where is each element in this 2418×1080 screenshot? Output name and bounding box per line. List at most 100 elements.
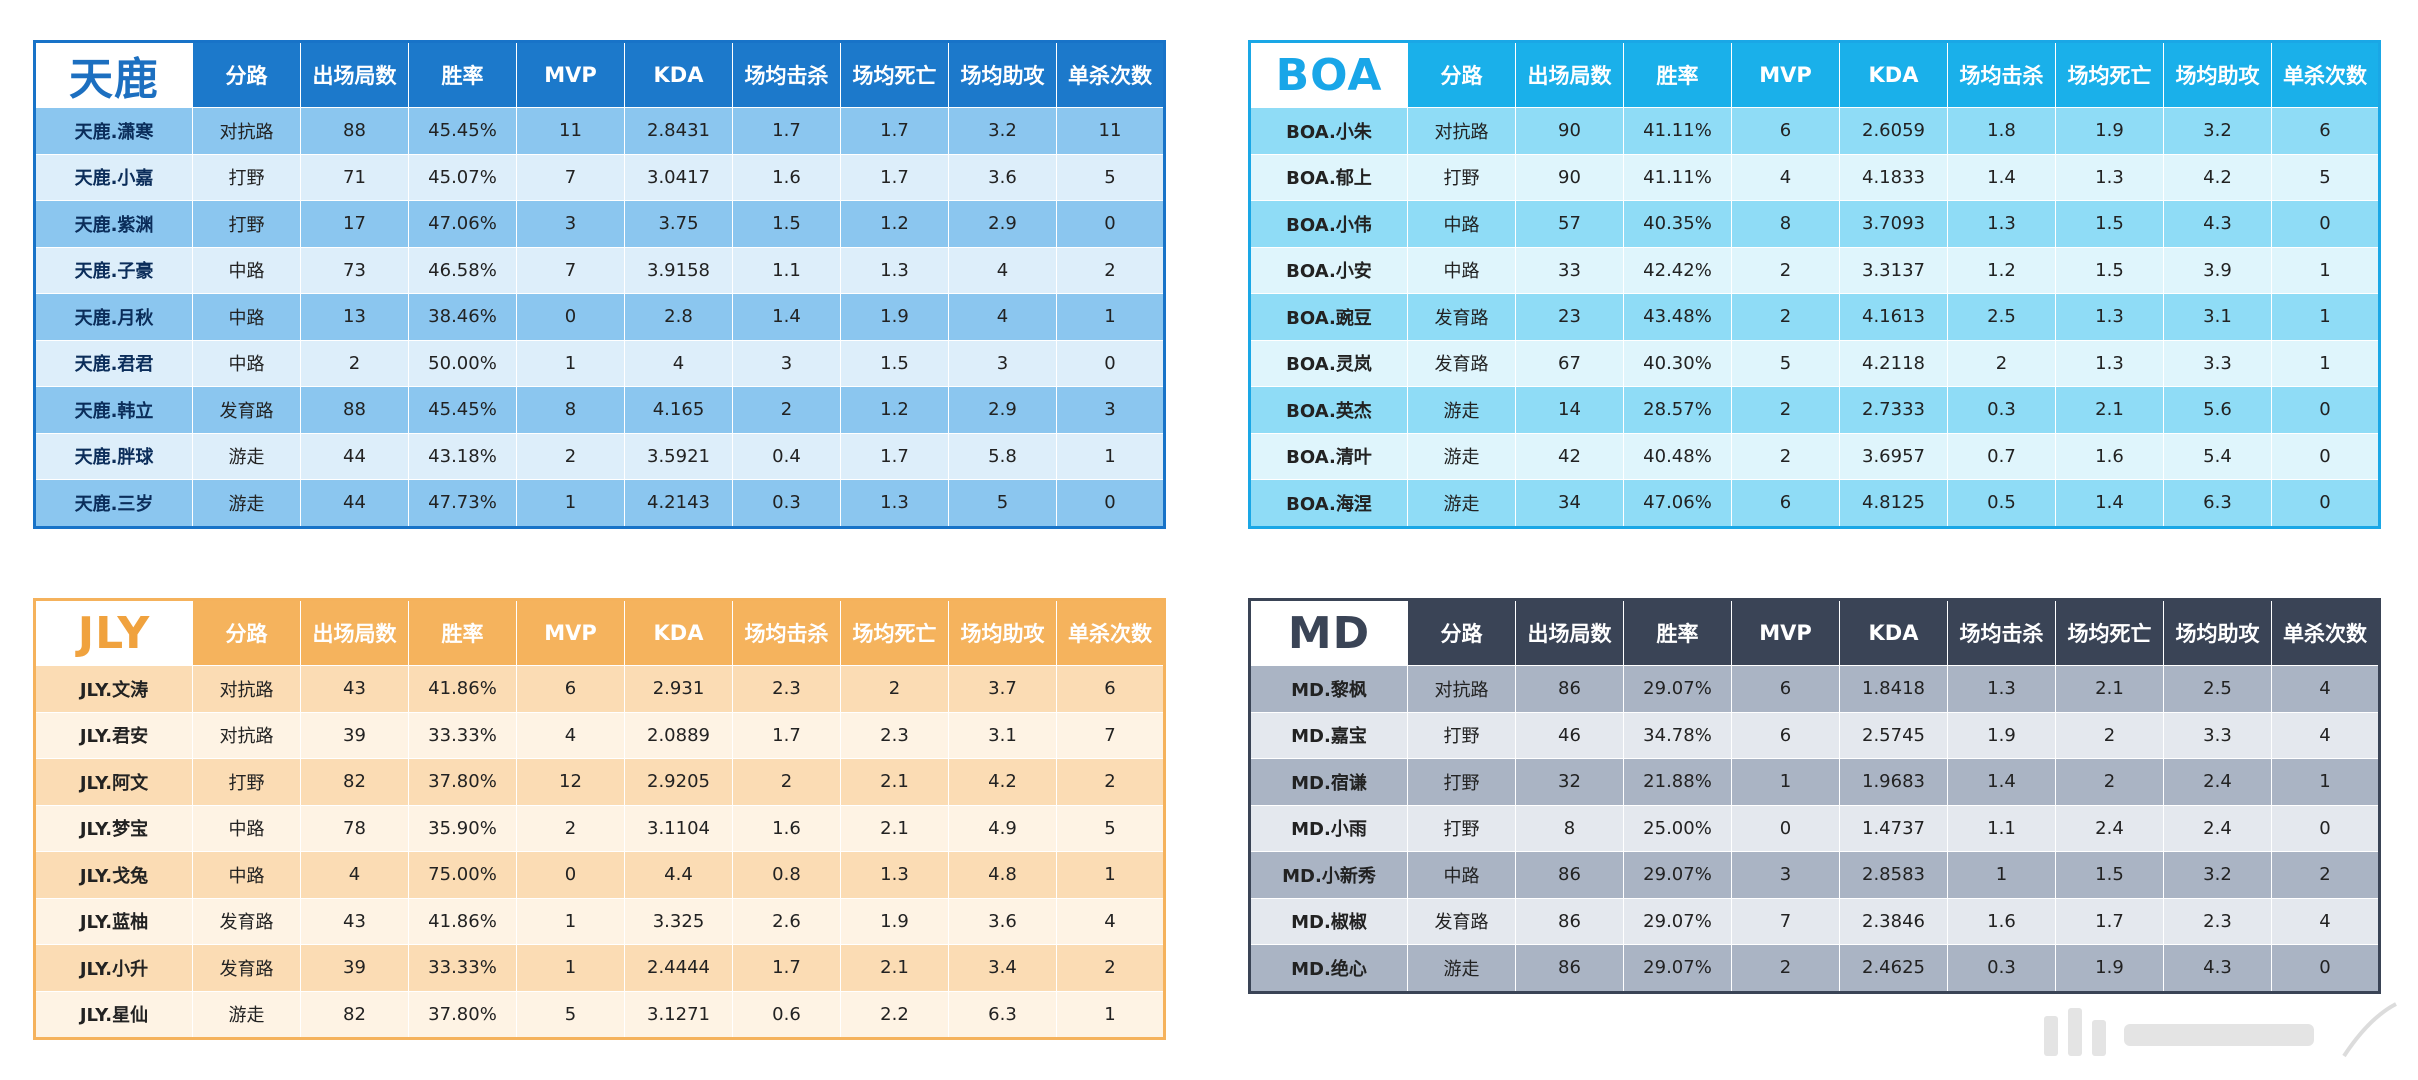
cell-avg-assists: 4.2 bbox=[948, 758, 1057, 806]
column-header-winrate: 胜率 bbox=[408, 41, 517, 108]
cell-winrate: 35.90% bbox=[408, 804, 517, 852]
player-name: JLY.阿文 bbox=[34, 758, 193, 806]
cell-mvp: 8 bbox=[1731, 200, 1840, 248]
player-name: BOA.英杰 bbox=[1249, 386, 1408, 434]
cell-kda: 1.8418 bbox=[1839, 665, 1948, 713]
cell-avg-kills: 1.9 bbox=[1947, 711, 2056, 759]
column-header-mvp: MVP bbox=[516, 599, 625, 666]
cell-lane: 打野 bbox=[1407, 711, 1516, 759]
cell-avg-assists: 3.2 bbox=[2163, 107, 2272, 155]
cell-kda: 3.1271 bbox=[624, 990, 733, 1039]
player-name: JLY.戈兔 bbox=[34, 851, 193, 899]
cell-avg-assists: 4.3 bbox=[2163, 200, 2272, 248]
cell-mvp: 6 bbox=[1731, 665, 1840, 713]
cell-lane: 对抗路 bbox=[1407, 665, 1516, 713]
team-logo-boa: BOA bbox=[1249, 41, 1408, 108]
cell-games: 86 bbox=[1515, 665, 1624, 713]
cell-avg-assists: 3.2 bbox=[2163, 851, 2272, 899]
player-name: BOA.小朱 bbox=[1249, 107, 1408, 155]
table-row: JLY.文涛 对抗路 43 41.86% 6 2.931 2.3 2 3.7 6 bbox=[34, 665, 1165, 713]
cell-winrate: 28.57% bbox=[1623, 386, 1732, 434]
column-header-mvp: MVP bbox=[1731, 599, 1840, 666]
cell-avg-kills: 1.3 bbox=[1947, 665, 2056, 713]
cell-winrate: 29.07% bbox=[1623, 851, 1732, 899]
player-name: 天鹿.紫渊 bbox=[34, 200, 193, 248]
cell-avg-assists: 4 bbox=[948, 293, 1057, 341]
cell-games: 32 bbox=[1515, 758, 1624, 806]
cell-solo-kills: 1 bbox=[1056, 851, 1165, 899]
cell-lane: 发育路 bbox=[1407, 293, 1516, 341]
cell-lane: 打野 bbox=[1407, 804, 1516, 852]
cell-avg-deaths: 1.3 bbox=[2055, 153, 2164, 201]
cell-solo-kills: 0 bbox=[1056, 339, 1165, 387]
cell-avg-deaths: 1.5 bbox=[840, 339, 949, 387]
player-name: 天鹿.小嘉 bbox=[34, 153, 193, 201]
cell-games: 90 bbox=[1515, 153, 1624, 201]
cell-lane: 对抗路 bbox=[192, 665, 301, 713]
cell-solo-kills: 0 bbox=[2271, 944, 2380, 993]
cell-kda: 2.6059 bbox=[1839, 107, 1948, 155]
cell-avg-kills: 1.1 bbox=[732, 246, 841, 294]
cell-kda: 1.9683 bbox=[1839, 758, 1948, 806]
cell-avg-kills: 2.6 bbox=[732, 897, 841, 945]
cell-lane: 打野 bbox=[192, 758, 301, 806]
cell-games: 88 bbox=[300, 107, 409, 155]
cell-mvp: 7 bbox=[516, 153, 625, 201]
cell-lane: 发育路 bbox=[1407, 339, 1516, 387]
cell-mvp: 7 bbox=[1731, 897, 1840, 945]
cell-mvp: 2 bbox=[1731, 944, 1840, 993]
cell-mvp: 8 bbox=[516, 386, 625, 434]
player-name: JLY.蓝柚 bbox=[34, 897, 193, 945]
cell-lane: 发育路 bbox=[192, 944, 301, 992]
cell-avg-deaths: 1.7 bbox=[2055, 897, 2164, 945]
cell-mvp: 6 bbox=[1731, 107, 1840, 155]
cell-games: 17 bbox=[300, 200, 409, 248]
cell-solo-kills: 5 bbox=[1056, 804, 1165, 852]
cell-avg-assists: 3 bbox=[948, 339, 1057, 387]
cell-kda: 3.9158 bbox=[624, 246, 733, 294]
table-row: 天鹿.子豪 中路 73 46.58% 7 3.9158 1.1 1.3 4 2 bbox=[34, 246, 1165, 294]
table-row: BOA.郁上 打野 90 41.11% 4 4.1833 1.4 1.3 4.2 5 bbox=[1249, 153, 2380, 201]
cell-kda: 2.0889 bbox=[624, 711, 733, 759]
cell-mvp: 5 bbox=[516, 990, 625, 1039]
cell-games: 46 bbox=[1515, 711, 1624, 759]
cell-solo-kills: 1 bbox=[2271, 339, 2380, 387]
column-header-solo-kills: 单杀次数 bbox=[1056, 599, 1165, 666]
cell-winrate: 38.46% bbox=[408, 293, 517, 341]
table-row: JLY.星仙 游走 82 37.80% 5 3.1271 0.6 2.2 6.3 1 bbox=[34, 990, 1165, 1039]
column-header-mvp: MVP bbox=[516, 41, 625, 108]
cell-mvp: 4 bbox=[516, 711, 625, 759]
cell-winrate: 34.78% bbox=[1623, 711, 1732, 759]
cell-lane: 中路 bbox=[1407, 200, 1516, 248]
cell-games: 23 bbox=[1515, 293, 1624, 341]
cell-games: 86 bbox=[1515, 944, 1624, 993]
cell-solo-kills: 6 bbox=[1056, 665, 1165, 713]
cell-winrate: 33.33% bbox=[408, 944, 517, 992]
table-row: BOA.小安 中路 33 42.42% 2 3.3137 1.2 1.5 3.9 1 bbox=[1249, 246, 2380, 294]
table-row: 天鹿.小嘉 打野 71 45.07% 7 3.0417 1.6 1.7 3.6 5 bbox=[34, 153, 1165, 201]
cell-avg-kills: 2 bbox=[732, 386, 841, 434]
cell-mvp: 6 bbox=[1731, 479, 1840, 528]
cell-avg-deaths: 1.7 bbox=[840, 432, 949, 480]
cell-mvp: 2 bbox=[1731, 293, 1840, 341]
table-row: 天鹿.胖球 游走 44 43.18% 2 3.5921 0.4 1.7 5.8 1 bbox=[34, 432, 1165, 480]
cell-avg-assists: 6.3 bbox=[948, 990, 1057, 1039]
cell-lane: 中路 bbox=[192, 339, 301, 387]
cell-avg-deaths: 1.3 bbox=[840, 479, 949, 528]
cell-lane: 对抗路 bbox=[192, 107, 301, 155]
table-row: BOA.灵岚 发育路 67 40.30% 5 4.2118 2 1.3 3.3 1 bbox=[1249, 339, 2380, 387]
cell-games: 34 bbox=[1515, 479, 1624, 528]
cell-avg-kills: 1.7 bbox=[732, 944, 841, 992]
cell-avg-deaths: 1.9 bbox=[840, 293, 949, 341]
team-table-jly: JLY 分路 出场局数 胜率 MVP KDA 场均击杀 场均死亡 场均助攻 单杀次数 JLY.文涛… bbox=[33, 598, 1166, 1040]
cell-avg-assists: 5.8 bbox=[948, 432, 1057, 480]
player-name: 天鹿.三岁 bbox=[34, 479, 193, 528]
cell-avg-assists: 3.1 bbox=[948, 711, 1057, 759]
cell-avg-assists: 3.3 bbox=[2163, 339, 2272, 387]
cell-lane: 中路 bbox=[1407, 851, 1516, 899]
team-logo-tianlu: 天鹿 bbox=[34, 41, 193, 108]
cell-kda: 4.1833 bbox=[1839, 153, 1948, 201]
cell-games: 86 bbox=[1515, 851, 1624, 899]
cell-kda: 2.9205 bbox=[624, 758, 733, 806]
table-row: JLY.梦宝 中路 78 35.90% 2 3.1104 1.6 2.1 4.9 5 bbox=[34, 804, 1165, 852]
